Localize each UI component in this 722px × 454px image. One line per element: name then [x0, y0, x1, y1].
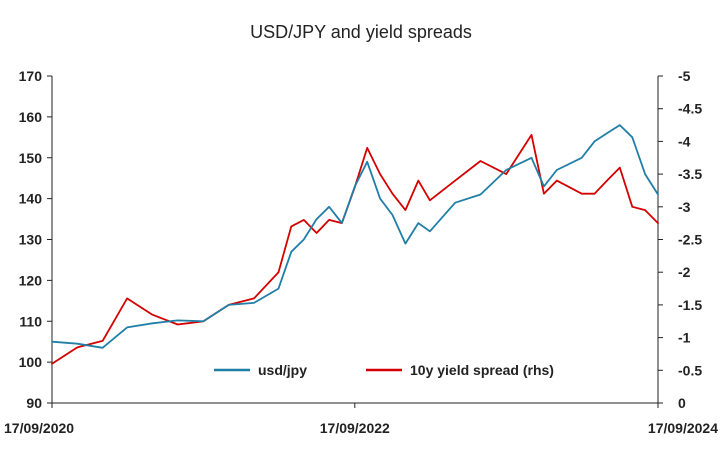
y-tick-label-left: 90: [26, 395, 42, 411]
chart-title: USD/JPY and yield spreads: [250, 22, 472, 42]
y-tick-label-left: 170: [19, 68, 43, 84]
y-tick-label-right: 0: [678, 395, 686, 411]
y-tick-label-left: 110: [19, 313, 42, 329]
y-tick-label-right: -3.5: [678, 166, 702, 182]
y-tick-label-right: -1: [678, 330, 691, 346]
series-layer: [51, 124, 659, 365]
y-tick-label-right: -5: [678, 68, 691, 84]
series-line-usd-jpy: [51, 124, 659, 349]
y-tick-label-left: 100: [19, 354, 43, 370]
y-tick-label-left: 160: [19, 109, 43, 125]
y-tick-label-left: 130: [19, 232, 43, 248]
legend-label: 10y yield spread (rhs): [410, 362, 554, 378]
x-tick-label: 17/09/2024: [648, 420, 718, 436]
y-tick-label-left: 140: [19, 191, 43, 207]
x-tick-label: 17/09/2020: [4, 420, 74, 436]
y-tick-label-right: -3: [678, 199, 691, 215]
axes-group: 170 160 150 140 130 120 110 100 90 -5 -4.5 -4 -3.5 -3…: [4, 68, 718, 436]
legend-label: usd/jpy: [258, 362, 307, 378]
y-tick-label-right: -2: [678, 264, 691, 280]
legend: usd/jpy 10y yield spread (rhs): [214, 362, 554, 378]
x-tick-label: 17/09/2022: [320, 420, 390, 436]
series-line-yield-spread: [51, 133, 659, 365]
y-tick-label-right: -0.5: [678, 362, 702, 378]
y-tick-label-right: -4: [678, 133, 691, 149]
y-tick-label-left: 150: [19, 150, 43, 166]
y-tick-label-right: -4.5: [678, 101, 702, 117]
y-tick-label-left: 120: [19, 272, 43, 288]
y-tick-label-right: -1.5: [678, 297, 702, 313]
y-tick-label-right: -2.5: [678, 232, 702, 248]
